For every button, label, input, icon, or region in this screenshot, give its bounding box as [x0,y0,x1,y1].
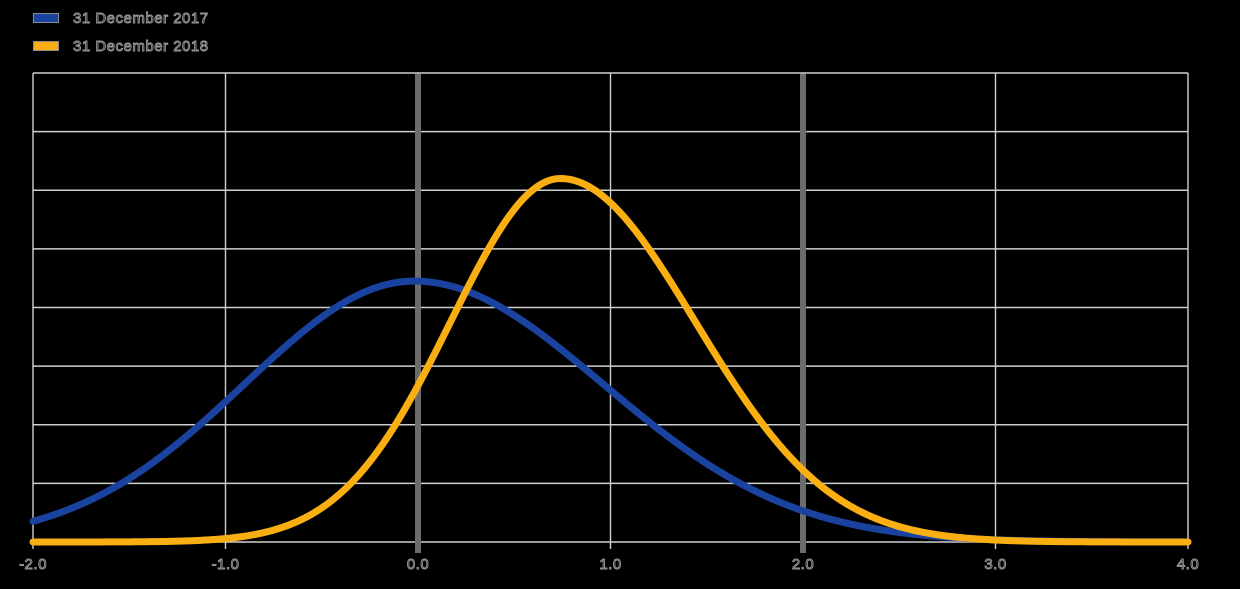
x-tick-label: -2.0 [19,556,47,574]
legend-item-2018: 31 December 2018 [33,32,209,60]
legend-label-2017: 31 December 2017 [73,9,209,27]
legend: 31 December 2017 31 December 2018 [33,4,209,60]
x-tick-label: 0.0 [406,556,430,574]
legend-label-2018: 31 December 2018 [73,37,209,55]
legend-item-2017: 31 December 2017 [33,4,209,32]
x-tick-label: 4.0 [1176,556,1200,574]
legend-swatch-blue [33,13,59,23]
x-tick-label: 1.0 [599,556,622,574]
plot-area [29,72,1192,553]
x-tick-label: 3.0 [984,556,1007,574]
curve-2018 [29,175,1192,546]
x-tick-label: 2.0 [791,556,815,574]
legend-swatch-yellow [33,41,59,51]
chart-svg [29,72,1192,553]
x-tick-label: -1.0 [211,556,240,574]
